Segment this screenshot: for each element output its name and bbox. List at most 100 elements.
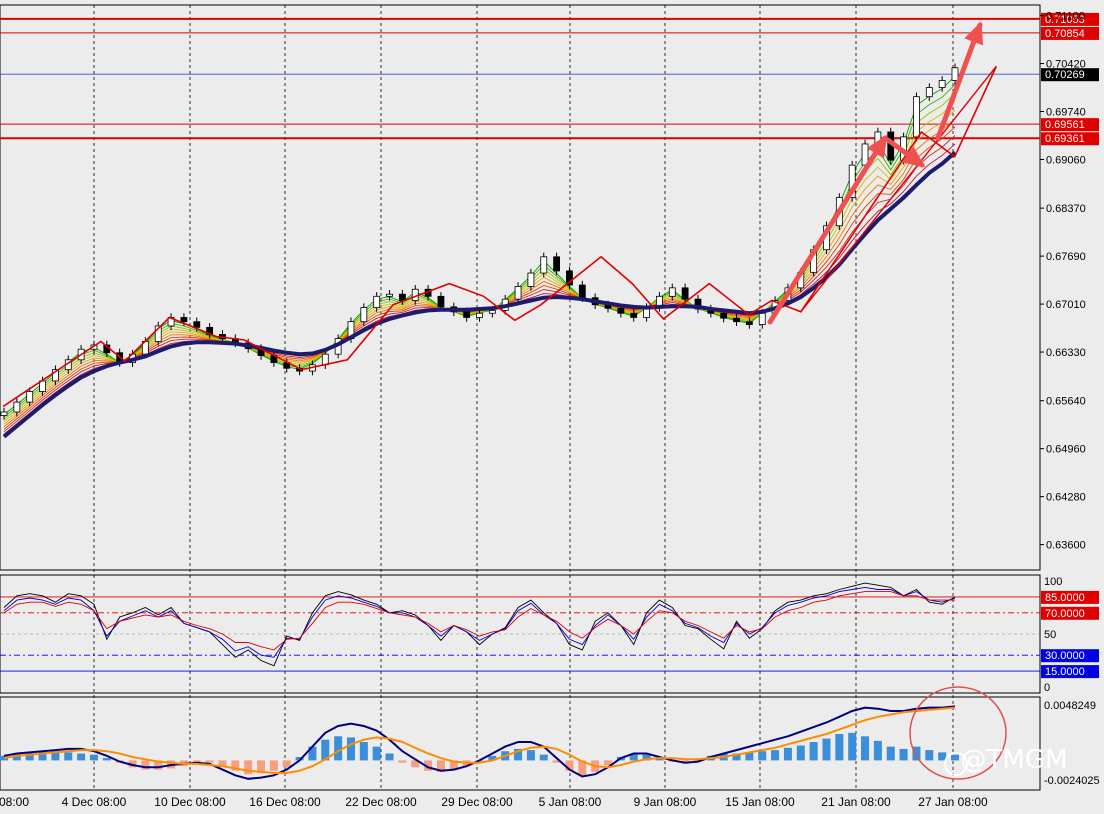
candle-body xyxy=(578,284,586,299)
price-level-label: 0.70854 xyxy=(1045,28,1085,40)
price-level-label: 0.70269 xyxy=(1045,69,1085,81)
macd-histogram-bar xyxy=(282,760,291,768)
macd-histogram-bar xyxy=(552,760,561,763)
macd-y-tick: -0.0024025 xyxy=(1044,775,1100,787)
candle-body xyxy=(951,67,959,81)
macd-histogram-bar xyxy=(861,736,870,761)
macd-histogram-bar xyxy=(848,732,857,761)
macd-histogram-bar xyxy=(231,760,240,771)
macd-histogram-bar xyxy=(12,753,21,761)
ma-slow-line xyxy=(2,150,957,439)
macd-histogram-bar xyxy=(436,760,445,772)
macd-histogram-bar xyxy=(783,747,792,761)
price-level-label: 0.69361 xyxy=(1045,133,1085,145)
x-tick-label: 9 Jan 08:00 xyxy=(634,795,697,809)
y-tick-label: 0.64960 xyxy=(1046,444,1086,456)
x-tick-label: 10 Dec 08:00 xyxy=(154,795,226,809)
macd-histogram-bar xyxy=(205,760,214,763)
candle-body xyxy=(463,311,471,318)
macd-histogram-bar xyxy=(411,760,420,768)
macd-histogram-bar xyxy=(758,751,767,761)
price-level-label: 0.71053 xyxy=(1045,14,1085,26)
macd-histogram-bar xyxy=(938,752,947,761)
macd-histogram-bar xyxy=(565,760,574,771)
candle-body xyxy=(398,293,406,301)
macd-histogram-bar xyxy=(346,737,355,761)
x-tick-label: 16 Dec 08:00 xyxy=(249,795,321,809)
stoch-level-label: 15.0000 xyxy=(1045,666,1085,678)
candle-body xyxy=(193,321,201,328)
macd-histogram-bar xyxy=(89,754,98,761)
macd-histogram-bar xyxy=(102,758,111,761)
macd-histogram-bar xyxy=(604,760,613,766)
macd-histogram-bar xyxy=(334,736,343,761)
macd-histogram-bar xyxy=(385,753,394,761)
y-tick-label: 0.65640 xyxy=(1046,396,1086,408)
price-level-tag xyxy=(1041,118,1099,132)
y-tick-label: 0.63600 xyxy=(1046,540,1086,552)
macd-histogram-bar xyxy=(835,733,844,761)
stoch-level-label: 70.0000 xyxy=(1045,608,1085,620)
candle-body xyxy=(720,312,728,319)
candle-body xyxy=(861,143,869,166)
macd-histogram-bar xyxy=(77,753,86,761)
macd-histogram-bar xyxy=(295,756,304,761)
macd-histogram-bar xyxy=(244,760,253,775)
trendline xyxy=(800,65,997,313)
price-level-tag xyxy=(1041,132,1099,146)
macd-histogram-bar xyxy=(873,740,882,761)
x-tick-label: 4 Dec 08:00 xyxy=(62,795,127,809)
highlight-circle xyxy=(909,686,1007,780)
price-level-tag xyxy=(1041,12,1099,26)
price-level-label: 0.69561 xyxy=(1045,119,1085,131)
stoch-series-line xyxy=(3,591,955,651)
macd-histogram-bar xyxy=(128,760,137,768)
macd-histogram-bar xyxy=(539,754,548,761)
macd-histogram-bar xyxy=(629,753,638,761)
candle-body xyxy=(13,401,21,413)
macd-histogram-bar xyxy=(732,753,741,761)
candle-body xyxy=(154,325,162,342)
candle-body xyxy=(90,344,98,350)
macd-histogram-bar xyxy=(321,739,330,761)
candle-body xyxy=(694,298,702,310)
y-tick-label: 0.64280 xyxy=(1046,492,1086,504)
macd-histogram-bar xyxy=(154,760,163,770)
x-tick-label: 21 Jan 08:00 xyxy=(821,795,891,809)
x-tick-label: 29 Dec 08:00 xyxy=(441,795,513,809)
stoch-level-label: 30.0000 xyxy=(1045,650,1085,662)
stoch-level-label: 85.0000 xyxy=(1045,592,1085,604)
y-tick-label: 0.67690 xyxy=(1046,251,1086,263)
stoch-level-tag xyxy=(1041,649,1099,663)
y-tick-label: 0.71100 xyxy=(1046,11,1085,23)
candle-body xyxy=(745,321,753,325)
macd-histogram-bar xyxy=(681,760,690,763)
macd-histogram-bar xyxy=(398,760,407,763)
macd-histogram-bar xyxy=(822,738,831,761)
candle-body xyxy=(681,287,689,300)
candle-body xyxy=(938,80,946,88)
macd-histogram-bar xyxy=(359,742,368,761)
candle-body xyxy=(514,286,522,300)
watermark-text: @TMGM xyxy=(960,745,1068,775)
candle-body xyxy=(488,310,496,314)
candle-body xyxy=(437,295,445,308)
x-tick-label: 08:00 xyxy=(0,795,29,809)
candle-body xyxy=(630,312,638,318)
arrow-up-1 xyxy=(767,135,888,325)
macd-histogram-bar xyxy=(38,751,47,761)
macd-histogram-bar xyxy=(449,760,458,770)
macd-histogram-bar xyxy=(886,746,895,761)
candle-body xyxy=(758,312,766,325)
stoch-y-tick: 0 xyxy=(1044,682,1050,694)
candle-body xyxy=(668,287,676,297)
macd-signal-line xyxy=(3,706,956,774)
macd-histogram-bar xyxy=(51,751,60,761)
macd-histogram-bar xyxy=(308,746,317,761)
macd-histogram-bar xyxy=(488,755,497,761)
macd-signal-line xyxy=(3,705,956,780)
candle-body xyxy=(527,272,535,287)
candle-body xyxy=(913,96,920,138)
